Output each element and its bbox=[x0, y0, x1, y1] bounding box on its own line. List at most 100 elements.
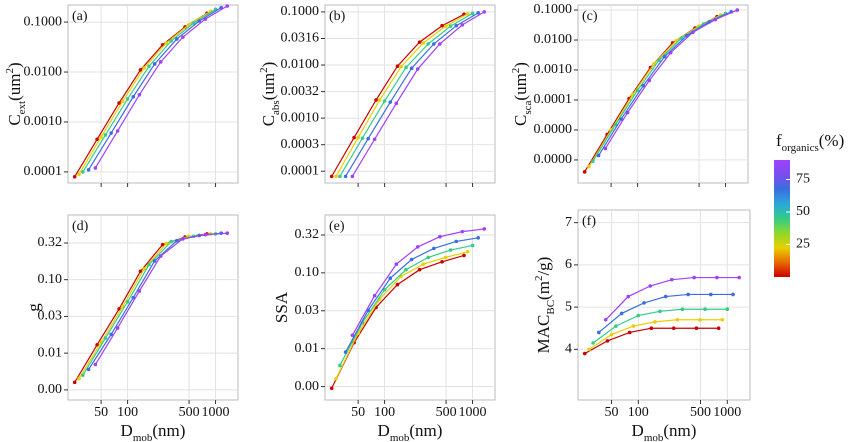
data-point bbox=[597, 330, 601, 335]
data-point bbox=[626, 294, 631, 299]
y-tick-label: 0.0010 bbox=[24, 114, 63, 129]
data-point bbox=[338, 174, 342, 179]
x-tick-label: 1000 bbox=[713, 405, 741, 420]
data-point bbox=[120, 99, 125, 104]
data-point bbox=[382, 99, 387, 103]
y-tick-label: 0.10 bbox=[38, 272, 63, 287]
x-axis-label: Dmob(nm) bbox=[121, 421, 186, 442]
colorbar-tick-label: 25 bbox=[796, 237, 810, 252]
data-point bbox=[482, 10, 487, 14]
data-point bbox=[72, 174, 77, 179]
colorbar-tick-label: 50 bbox=[796, 204, 810, 219]
data-point bbox=[417, 267, 422, 272]
y-tick-label: 0.1000 bbox=[534, 2, 573, 17]
data-point bbox=[438, 42, 442, 46]
x-tick-label: 500 bbox=[179, 405, 200, 420]
data-point bbox=[77, 376, 81, 381]
data-point bbox=[175, 37, 179, 41]
y-axis-label-part: 2 bbox=[4, 68, 16, 74]
data-point bbox=[142, 66, 146, 70]
data-point bbox=[394, 101, 399, 106]
data-point bbox=[109, 332, 113, 337]
data-point bbox=[137, 93, 142, 97]
data-point bbox=[137, 289, 142, 293]
y-tick-label: 0.1000 bbox=[24, 14, 63, 29]
data-point bbox=[164, 241, 169, 246]
y-tick-label: 0.10 bbox=[295, 265, 320, 280]
data-point bbox=[142, 267, 146, 271]
y-axis-label: Cext(um2) bbox=[4, 62, 28, 125]
data-point bbox=[81, 170, 85, 174]
data-point bbox=[399, 64, 403, 69]
data-point bbox=[404, 65, 408, 70]
data-point bbox=[356, 135, 360, 140]
data-point bbox=[432, 246, 436, 251]
data-point bbox=[191, 21, 196, 25]
plot-area bbox=[577, 209, 751, 401]
data-point bbox=[103, 336, 108, 340]
data-point bbox=[440, 259, 444, 264]
data-point bbox=[691, 30, 695, 35]
data-point bbox=[138, 269, 143, 274]
panel-label: (b) bbox=[329, 9, 346, 24]
data-point bbox=[152, 259, 157, 263]
y-axis-label-part: 2 bbox=[533, 276, 545, 282]
data-point bbox=[675, 317, 680, 322]
data-point bbox=[421, 262, 426, 267]
data-point bbox=[388, 276, 393, 281]
data-point bbox=[147, 64, 151, 69]
y-tick-label: 0.0100 bbox=[24, 64, 63, 79]
y-axis-label: SSA bbox=[272, 291, 291, 323]
y-axis-label-part: 2 bbox=[258, 67, 270, 73]
data-point bbox=[343, 174, 348, 179]
data-point bbox=[117, 307, 121, 311]
data-point bbox=[164, 41, 169, 45]
data-point bbox=[625, 110, 630, 115]
x-axis-label: Dmob(nm) bbox=[378, 421, 443, 442]
data-point bbox=[657, 58, 661, 63]
colorbar-title-part: f bbox=[776, 131, 782, 150]
y-axis-label-part: 2 bbox=[510, 68, 522, 74]
data-point bbox=[465, 249, 470, 254]
y-tick-label: 0.0000 bbox=[534, 122, 573, 137]
data-point bbox=[462, 253, 466, 258]
data-point bbox=[686, 292, 690, 297]
y-tick-label: 0.0316 bbox=[281, 31, 320, 46]
data-point bbox=[460, 229, 465, 234]
data-point bbox=[158, 60, 163, 64]
x-tick-label: 500 bbox=[690, 405, 711, 420]
y-axis-label-part: (um bbox=[259, 73, 278, 100]
data-point bbox=[737, 275, 741, 280]
data-point bbox=[377, 98, 382, 102]
x-axis-label-part: D bbox=[378, 421, 390, 440]
data-point bbox=[169, 239, 173, 244]
data-point bbox=[374, 98, 378, 102]
data-point bbox=[147, 262, 151, 267]
data-point bbox=[443, 24, 448, 28]
colorbar-tick-label: 75 bbox=[796, 172, 810, 187]
y-axis-label-part: BC bbox=[545, 300, 557, 315]
data-point bbox=[225, 4, 230, 8]
colorbar-title: forganics(%) bbox=[776, 131, 844, 154]
data-point bbox=[388, 100, 393, 104]
data-point bbox=[169, 39, 173, 43]
data-point bbox=[138, 68, 143, 72]
data-point bbox=[591, 341, 595, 345]
data-point bbox=[426, 42, 430, 46]
data-point bbox=[716, 326, 721, 331]
data-point bbox=[648, 284, 652, 288]
data-point bbox=[440, 23, 444, 28]
data-point bbox=[95, 342, 99, 347]
colorbar bbox=[774, 160, 790, 277]
data-point bbox=[350, 174, 355, 179]
data-point bbox=[350, 333, 355, 338]
panel-label: (d) bbox=[72, 219, 89, 234]
data-point bbox=[409, 66, 414, 71]
data-point bbox=[125, 299, 130, 304]
plot-area bbox=[324, 214, 496, 401]
data-point bbox=[77, 172, 81, 177]
data-point bbox=[591, 159, 595, 164]
data-point bbox=[713, 17, 718, 22]
panel-label: (c) bbox=[582, 9, 598, 24]
